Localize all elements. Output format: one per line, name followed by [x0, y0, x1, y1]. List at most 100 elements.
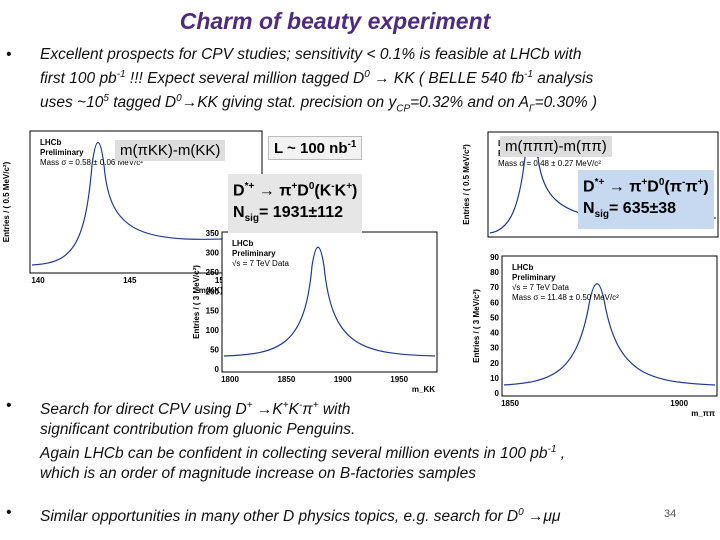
text-run: Excellent prospects for CPV studies; sen…	[40, 46, 582, 63]
label: m(πππ)-m(ππ)	[500, 136, 612, 157]
bullet-line: first 100 pb-1 !!! Expect several millio…	[22, 65, 597, 89]
plot-text: 1950	[390, 375, 408, 384]
text-run: D	[583, 178, 595, 196]
text-run: → KK ( BELLE 540 fb	[369, 70, 525, 88]
text-run: = 635±38	[609, 200, 677, 218]
label: Nsig= 1931±112	[233, 202, 357, 230]
text-run: →KK giving stat. precision on y	[181, 94, 397, 112]
superscript: 0	[176, 93, 182, 105]
plot-text: Mass σ = 0.48 ± 0.27 MeV/c²	[498, 159, 601, 168]
plot-text: Preliminary	[232, 249, 276, 258]
text-run: π	[302, 401, 313, 419]
superscript: +	[291, 181, 298, 192]
superscript: 5	[103, 93, 109, 105]
plot-text: m_KK	[412, 385, 435, 394]
plot-text: 80	[490, 268, 499, 277]
label: D*+ → π+D0(K-K+)	[233, 176, 357, 202]
plot-text: 1850	[277, 375, 295, 384]
plot-text: Mass σ = 0.58 ± 0.06 MeV/c²	[40, 158, 143, 167]
plot-text: 1800	[221, 375, 239, 384]
plot-text: 60	[490, 298, 499, 307]
slide-title: Charm of beauty experiment	[179, 8, 491, 34]
text-run: Search for direct CPV using D	[40, 401, 247, 419]
bullet: • Similar opportunities in many other D p…	[6, 503, 560, 527]
text-run: with	[318, 401, 351, 419]
plot-text: Entries / ( 3 MeV/c²)	[472, 289, 481, 363]
plot-text: LHCb	[40, 138, 61, 147]
plot-kk-mass: Entries / ( 3 MeV/c²) m_KK LHCbPreliminary…	[192, 229, 438, 394]
text-run: N	[233, 204, 245, 222]
plot-text: 250	[206, 268, 220, 277]
plot-text: LHCb	[512, 263, 533, 272]
text-run: →μμ	[523, 508, 561, 526]
bullet-line: Again LHCb can be confident in collectin…	[22, 440, 565, 464]
plot-text: 100	[206, 326, 220, 335]
plot-text: √s = 7 TeV Data	[232, 259, 289, 268]
text-run: = 1931±112	[259, 204, 343, 222]
plot-text: 0	[215, 365, 220, 374]
subscript: sig	[594, 209, 610, 221]
text-run: Again LHCb can be confident in collectin…	[40, 445, 548, 463]
text-run: L ~ 100 nb	[274, 140, 348, 157]
subscript: CP	[396, 103, 411, 115]
superscript: 0	[518, 507, 524, 518]
text-run: first 100 pb	[40, 70, 117, 88]
label: Nsig= 635±38	[583, 198, 709, 226]
text-run: =0.30% )	[534, 94, 598, 112]
superscript: +	[346, 181, 353, 192]
plot-text: 300	[206, 248, 220, 257]
superscript: *+	[594, 177, 605, 188]
plot-text: 140	[31, 276, 45, 285]
plot-text: 145	[123, 276, 137, 285]
plot-text: m_ππ	[691, 409, 715, 418]
text-run: D	[647, 178, 659, 196]
superscript: -	[331, 181, 335, 192]
text-run: π	[685, 178, 698, 196]
bullet-line: uses ~105 tagged D0→KK giving stat. prec…	[22, 89, 597, 119]
plot-text: LHCb	[232, 239, 253, 248]
plot-text: 1900	[334, 375, 352, 384]
label-box: D*+ → π+D0(π-π+) Nsig= 635±38	[578, 170, 714, 229]
plot-text: 1850	[501, 399, 519, 408]
text-run: (K	[314, 182, 332, 200]
bullet: • Excellent prospects for CPV studies; se…	[6, 45, 597, 119]
text-run: which is an order of magnitude increase …	[40, 465, 476, 483]
text-run: )	[352, 182, 358, 200]
bullet-line: which is an order of magnitude increase …	[22, 464, 565, 484]
bullet-line: significant contribution from gluonic Pe…	[22, 420, 565, 440]
plot-text: Preliminary	[512, 273, 556, 282]
text-run: analysis	[532, 70, 594, 88]
text-run: )	[703, 178, 709, 196]
bullet-line: Excellent prospects for CPV studies; sen…	[22, 45, 597, 65]
label: m(πKK)-m(KK)	[115, 140, 226, 161]
plot-text: Mass σ = 11.48 ± 0.50 MeV/c²	[512, 293, 619, 302]
superscript: 0	[308, 181, 315, 192]
text-run: D	[297, 182, 309, 200]
bullet-dot: •	[6, 397, 12, 414]
plot-text: 0	[495, 389, 500, 398]
superscript: -1	[116, 69, 126, 80]
superscript: -1	[547, 444, 557, 456]
superscript: -1	[524, 69, 533, 80]
plot-text: Entries / ( 3 MeV/c²)	[192, 265, 201, 339]
plot-text: 20	[490, 359, 499, 368]
plot-text: 50	[210, 346, 219, 355]
bullet-line: Similar opportunities in many other D ph…	[22, 503, 560, 527]
label-box: D*+ → π+D0(K-K+) Nsig= 1931±112	[228, 174, 363, 233]
bullet-dot: •	[6, 46, 12, 63]
text-run: K	[288, 401, 299, 419]
superscript: +	[641, 177, 648, 188]
plot-text: 1900	[670, 399, 688, 408]
plot-text: 70	[490, 283, 499, 292]
text-run: significant contribution from gluonic Pe…	[40, 421, 356, 439]
plot-text: Entries / ( 0.5 MeV/c²)	[462, 144, 471, 225]
bullet-line: Search for direct CPV using D+ →K+K-π+ w…	[22, 396, 565, 420]
text-run: (π	[664, 178, 682, 196]
superscript: 0	[658, 177, 665, 188]
superscript: *+	[244, 181, 255, 192]
superscript: +	[282, 400, 289, 411]
text-run: ,	[556, 445, 566, 463]
text-run: N	[583, 200, 595, 218]
text-run: uses ~10	[40, 94, 104, 112]
